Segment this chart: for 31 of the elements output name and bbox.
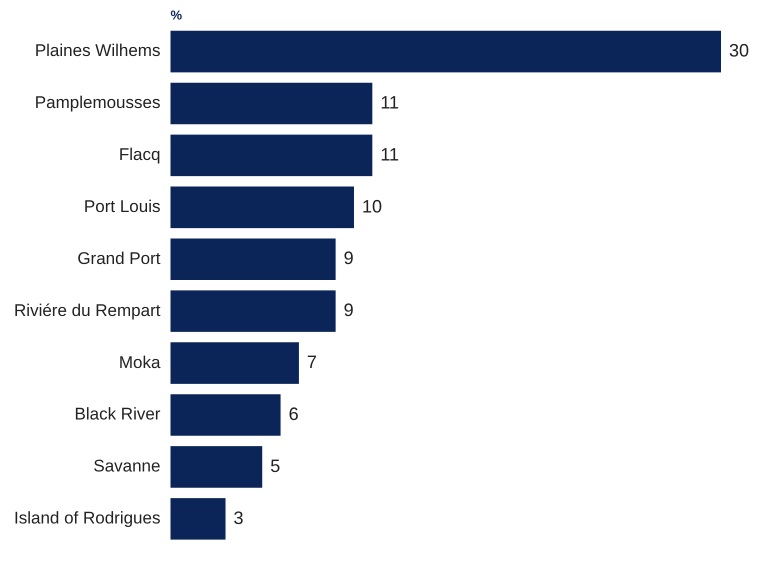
y-tick-label: Pamplemousses [34,93,160,112]
data-label: 30 [729,40,750,61]
y-tick-label: Plaines Wilhems [34,41,160,60]
data-label: 6 [288,404,299,424]
data-label: 3 [234,508,244,528]
bar [170,134,372,176]
bar [170,498,226,540]
data-label: 11 [380,92,400,112]
data-label: 5 [270,456,280,476]
y-tick-label: Island of Rodrigues [14,508,160,528]
y-tick-label: Savanne [93,456,160,476]
y-tick-label: Grand Port [77,248,161,268]
y-tick-label: Black River [74,404,161,424]
bar [170,82,372,124]
data-label: 7 [306,352,317,372]
y-tick-label: Moka [118,352,162,372]
bar [170,290,336,332]
bar [170,186,354,228]
y-tick-label: Riviére du Rempart [14,300,161,320]
x-axis-title: % [170,7,182,22]
bar [170,238,336,280]
bar [170,394,281,436]
bar [170,342,299,384]
data-label: 11 [380,144,400,164]
data-label: 10 [362,196,382,216]
data-label: 9 [344,300,354,320]
bar [170,30,721,72]
y-tick-label: Flacq [118,145,160,164]
data-label: 9 [344,248,354,268]
y-tick-label: Port Louis [84,197,160,216]
bar [170,446,262,488]
